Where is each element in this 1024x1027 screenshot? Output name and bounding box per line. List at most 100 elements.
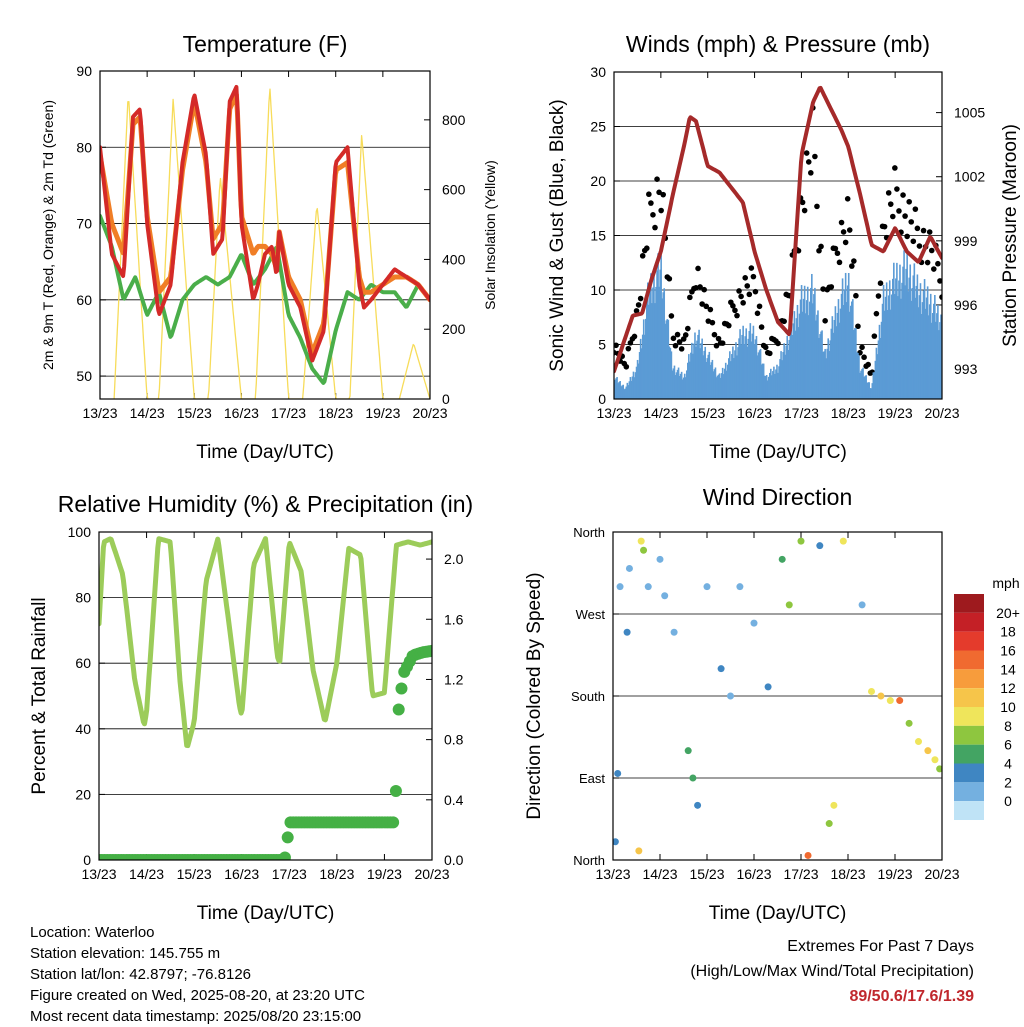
gust-point xyxy=(818,243,824,250)
gust-point xyxy=(875,293,882,299)
x-tick-label: 14/23 xyxy=(129,866,164,882)
station-info: Location: Waterloo Station elevation: 14… xyxy=(30,922,365,1027)
plot-frame xyxy=(98,531,433,861)
gust-point xyxy=(748,265,755,271)
y-right-tick-label: 200 xyxy=(442,321,466,337)
gust-point xyxy=(666,275,673,282)
gust-point xyxy=(703,303,710,310)
direction-point xyxy=(905,719,913,727)
x-tick-label: 19/23 xyxy=(367,866,402,882)
gust-point xyxy=(939,294,942,300)
direction-point xyxy=(750,619,758,627)
gust-point xyxy=(916,243,923,249)
gust-point xyxy=(750,273,757,280)
y-right-tick-label: 1.2 xyxy=(444,671,464,687)
colorbar-swatch xyxy=(954,612,984,632)
colorbar-swatch xyxy=(954,707,984,726)
gust-point xyxy=(799,199,806,206)
x-tick-label: 19/23 xyxy=(365,405,400,421)
y-right-tick-label: 800 xyxy=(442,112,466,128)
x-tick-label: 14/23 xyxy=(643,405,678,421)
x-tick-label: 20/23 xyxy=(924,866,959,882)
x-tick-label: 15/23 xyxy=(177,866,212,882)
x-tick-label: 13/23 xyxy=(596,405,631,421)
gust-point xyxy=(685,325,691,332)
gust-point xyxy=(775,340,781,347)
x-tick-label: 13/23 xyxy=(595,866,630,882)
x-axis-label: Time (Day/UTC) xyxy=(196,442,334,463)
gust-point xyxy=(871,333,878,339)
colorbar-swatch xyxy=(954,594,984,613)
gust-point xyxy=(814,203,820,210)
direction-point xyxy=(736,583,744,591)
rainfall-point xyxy=(426,644,432,657)
gust-point xyxy=(877,280,884,286)
gust-point xyxy=(676,339,683,345)
x-tick-label: 18/23 xyxy=(831,405,866,421)
y-tick-label: 80 xyxy=(75,590,91,606)
y-tick-label: 70 xyxy=(76,216,92,232)
x-tick-label: 15/23 xyxy=(689,866,724,882)
colorbar-label: 12 xyxy=(1000,680,1016,696)
y-tick-label: 0 xyxy=(83,852,91,868)
gust-point xyxy=(644,245,650,252)
y-right-tick-label: 0.4 xyxy=(444,792,464,808)
gust-point xyxy=(711,331,718,338)
gust-point xyxy=(781,318,787,325)
direction-point xyxy=(924,747,932,755)
gust-point xyxy=(756,303,763,310)
gust-point xyxy=(654,176,660,182)
gust-point xyxy=(859,344,865,351)
gust-point xyxy=(865,361,871,368)
rainfall-point xyxy=(281,831,294,844)
gust-point xyxy=(709,319,716,326)
direction-point xyxy=(816,542,824,550)
gust-point xyxy=(890,213,896,220)
series-line-station-pressure xyxy=(614,85,942,374)
direction-point xyxy=(640,546,648,554)
y-tick-label: 40 xyxy=(75,721,91,737)
gust-point xyxy=(820,286,826,292)
gust-point xyxy=(699,301,705,307)
y-tick-label: South xyxy=(571,689,605,704)
gust-point xyxy=(707,306,714,313)
gust-point xyxy=(885,190,892,196)
gust-point xyxy=(928,247,935,254)
y-axis-label: 2m & 9m T (Red, Orange) & 2m Td (Green) xyxy=(40,100,56,370)
x-tick-label: 15/23 xyxy=(177,405,212,421)
y-tick-label: 30 xyxy=(590,64,606,80)
x-tick-label: 16/23 xyxy=(737,405,772,421)
temperature-chart: Temperature (F) 50 60 70 80 90 13/23 14/23 15/23… xyxy=(40,31,498,463)
gust-point xyxy=(838,219,845,226)
y-axis-label: Sonic Wind & Gust (Blue, Black) xyxy=(547,99,568,371)
rainfall-point xyxy=(389,785,402,798)
x-tick-label: 20/23 xyxy=(924,405,959,421)
gust-point xyxy=(715,335,722,342)
gust-point xyxy=(846,227,853,233)
winds-pressure-chart: Winds (mph) & Pressure (mb) 0 5 10 15 20 25 30 1… xyxy=(547,31,1021,463)
series-line-solar-insolation xyxy=(113,88,430,399)
gust-point xyxy=(808,170,814,176)
y-tick-label: North xyxy=(573,853,605,868)
gust-point xyxy=(678,346,685,352)
rainfall-point xyxy=(392,703,405,716)
gust-point xyxy=(801,207,808,214)
gust-point xyxy=(674,331,681,338)
gust-point xyxy=(625,345,632,352)
gust-point xyxy=(762,344,769,351)
x-tick-label: 14/23 xyxy=(642,866,677,882)
gust-point xyxy=(849,263,855,269)
chart-title: Relative Humidity (%) & Precipitation (i… xyxy=(58,491,473,517)
gust-point xyxy=(754,310,761,317)
y-tick-label: 0 xyxy=(598,391,606,407)
plot-frame xyxy=(613,71,943,400)
gust-point xyxy=(730,303,736,309)
gust-point xyxy=(646,191,652,198)
gust-point xyxy=(660,191,666,198)
gust-point xyxy=(937,278,942,284)
y-right-tick-label: 0.8 xyxy=(444,732,464,748)
series-line-9m-t xyxy=(100,92,430,356)
y-right-tick-label: 400 xyxy=(442,251,466,267)
direction-point xyxy=(717,665,725,673)
y-tick-label: 100 xyxy=(68,524,92,540)
